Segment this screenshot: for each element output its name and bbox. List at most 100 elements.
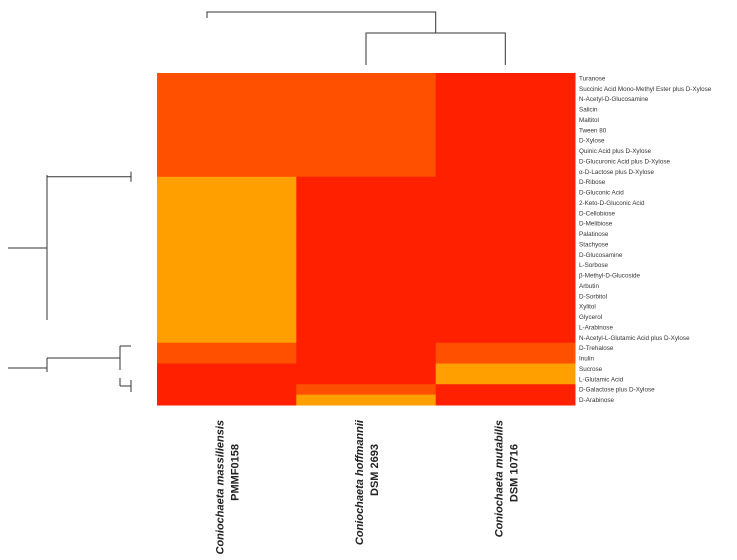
column-labels: Coniochaeta massiliensis PMMF0158 Coniocha…	[215, 419, 521, 554]
row-label: Quinic Acid plus D-Xylose	[579, 148, 652, 155]
heatmap-cell	[435, 218, 576, 230]
row-label: Arbutin	[579, 283, 599, 290]
heatmap-cell	[157, 322, 297, 333]
heatmap-cell	[157, 239, 297, 250]
heatmap-cell	[296, 280, 437, 292]
column-label: Coniochaeta massiliensis PMMF0158	[215, 420, 242, 555]
row-label: D-Trehalose	[579, 345, 614, 352]
row-label: Tween 80	[579, 127, 607, 134]
heatmap-cell	[296, 156, 437, 167]
heatmap-cell	[296, 311, 437, 323]
heatmap-cells	[157, 73, 576, 406]
row-label: N-Acetyl-L-Glutamic Acid plus D-Xylose	[579, 335, 690, 342]
heatmap-cell	[435, 83, 576, 95]
heatmap-cell	[157, 114, 297, 126]
heatmap-cell	[157, 353, 297, 365]
heatmap-cell	[157, 259, 297, 271]
dendrogram-link	[47, 346, 121, 370]
heatmap-cell	[435, 342, 576, 354]
heatmap-cell	[157, 373, 297, 385]
heatmap-cell	[157, 104, 297, 116]
row-label: D-Melibiose	[579, 221, 613, 228]
column-label-name: Coniochaeta mutabilis	[493, 420, 505, 537]
heatmap-cell	[157, 249, 297, 261]
row-labels: Turanose Succinic Acid Mono-Methyl Ester …	[579, 75, 712, 404]
heatmap-cell	[157, 166, 297, 178]
heatmap-cell	[296, 104, 437, 116]
heatmap-cell	[157, 145, 297, 157]
heatmap-cell	[157, 124, 297, 136]
heatmap-cell	[157, 332, 297, 344]
heatmap-cell	[435, 301, 576, 313]
heatmap-cell	[435, 93, 576, 105]
heatmap-cell	[435, 259, 576, 271]
heatmap-cell	[296, 384, 437, 396]
heatmap-cell	[296, 249, 437, 261]
heatmap-cell	[157, 135, 297, 147]
heatmap-cell	[296, 394, 437, 406]
row-label: D-Ribose	[579, 179, 606, 186]
heatmap-cell	[435, 239, 576, 250]
row-label: Palatinose	[579, 231, 609, 238]
heatmap-cell	[157, 73, 297, 84]
heatmap-cell	[157, 394, 297, 406]
heatmap-cell	[296, 83, 437, 95]
heatmap-cell	[157, 93, 297, 105]
heatmap-cell	[296, 259, 437, 271]
column-label-id: DSM 2693	[369, 444, 381, 496]
column-label: Coniochaeta mutabilis DSM 10716	[493, 420, 520, 537]
column-label-name: Coniochaeta massiliensis	[215, 420, 227, 555]
row-label: Salicin	[579, 107, 598, 114]
row-label: β-Methyl-D-Glucoside	[579, 273, 641, 280]
heatmap-cell	[157, 301, 297, 313]
heatmap-cell	[435, 322, 576, 333]
heatmap-cell	[435, 197, 576, 209]
heatmap-cell	[157, 207, 297, 219]
row-label: Sucrose	[579, 366, 603, 373]
heatmap-cell	[296, 322, 437, 333]
heatmap-cell	[296, 290, 437, 302]
heatmap-cell	[435, 228, 576, 240]
heatmap-cell	[296, 135, 437, 147]
heatmap-cell	[435, 73, 576, 84]
row-label: D-Xylose	[579, 138, 605, 145]
heatmap-cell	[435, 270, 576, 282]
heatmap-cell	[435, 249, 576, 261]
heatmap-cell	[296, 332, 437, 344]
row-label: α-D-Lactose plus D-Xylose	[579, 169, 655, 176]
row-label: Maltitol	[579, 117, 599, 124]
heatmap-cell	[296, 373, 437, 385]
heatmap-cell	[296, 363, 437, 375]
heatmap-cell	[435, 332, 576, 344]
heatmap-cell	[435, 166, 576, 178]
heatmap-cell	[435, 363, 576, 375]
row-label: D-Cellobiose	[579, 210, 616, 217]
dendrogram-link	[47, 171, 132, 182]
heatmap-cell	[157, 197, 297, 209]
heatmap-cell	[296, 145, 437, 157]
row-dendrogram	[8, 171, 132, 392]
heatmap-cell	[157, 290, 297, 302]
heatmap-cell	[157, 156, 297, 167]
heatmap-cell	[435, 373, 576, 385]
heatmap-cell	[296, 342, 437, 354]
column-label-name: Coniochaeta hoffmannii	[354, 419, 366, 545]
heatmap-cell	[296, 93, 437, 105]
heatmap-cell	[157, 228, 297, 240]
heatmap-cell	[435, 135, 576, 147]
row-label: D-Sorbitol	[579, 293, 607, 300]
dendrogram-link	[120, 380, 132, 392]
heatmap-cell	[157, 342, 297, 354]
row-label: Glycerol	[579, 314, 602, 321]
heatmap-cell	[157, 280, 297, 292]
heatmap-cell	[157, 384, 297, 396]
heatmap-cell	[296, 218, 437, 230]
heatmap-cell	[296, 301, 437, 313]
heatmap-cell	[157, 270, 297, 282]
row-label: L-Sorbose	[579, 262, 609, 269]
row-label: D-Arabinose	[579, 397, 614, 404]
dendrogram-link	[365, 32, 506, 65]
heatmap-cell	[435, 207, 576, 219]
column-dendrogram	[206, 11, 506, 65]
